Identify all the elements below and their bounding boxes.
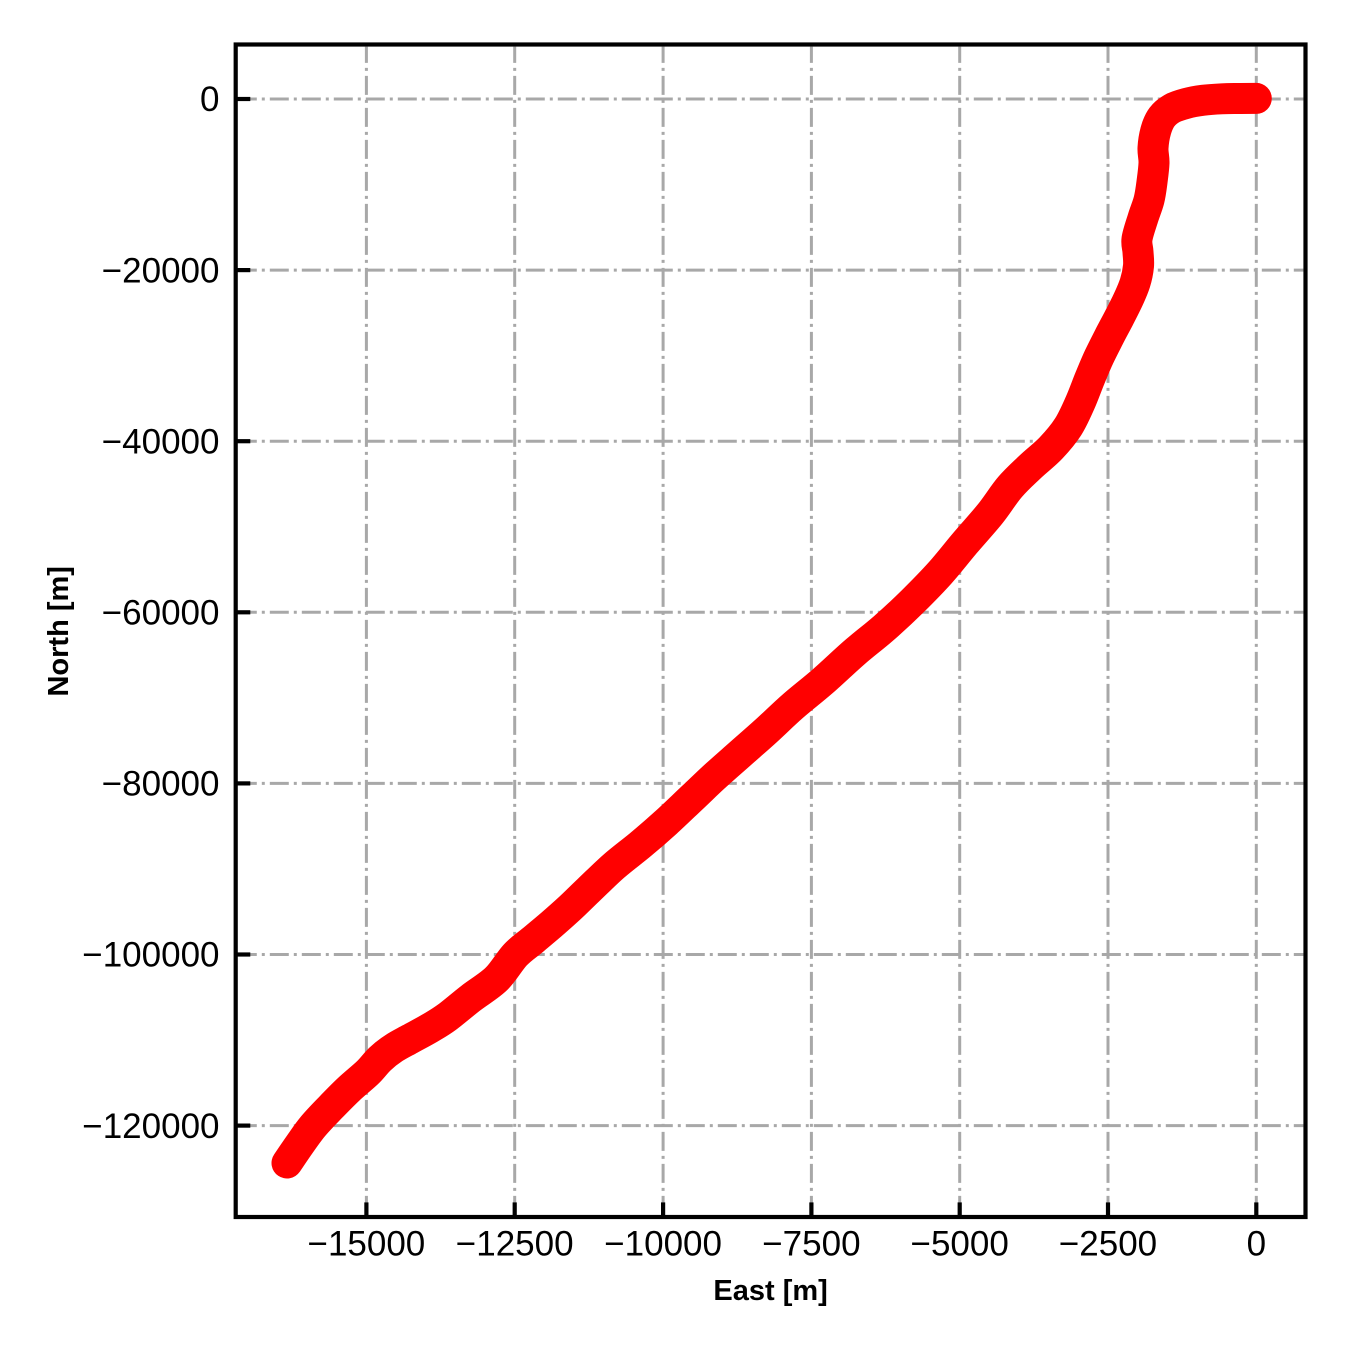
svg-text:−120000: −120000 xyxy=(82,1107,219,1146)
svg-text:North [m]: North [m] xyxy=(43,566,75,696)
svg-text:0: 0 xyxy=(1247,1225,1266,1264)
svg-text:−80000: −80000 xyxy=(102,765,220,804)
svg-text:−5000: −5000 xyxy=(911,1225,1009,1264)
svg-text:East [m]: East [m] xyxy=(713,1275,827,1307)
svg-text:−2500: −2500 xyxy=(1059,1225,1157,1264)
svg-text:−10000: −10000 xyxy=(604,1225,722,1264)
svg-text:−40000: −40000 xyxy=(102,422,220,461)
svg-text:−60000: −60000 xyxy=(102,594,220,633)
svg-text:0: 0 xyxy=(200,80,219,119)
svg-text:−100000: −100000 xyxy=(82,936,219,975)
svg-text:−15000: −15000 xyxy=(308,1225,426,1264)
svg-text:−20000: −20000 xyxy=(102,251,220,290)
svg-text:−12500: −12500 xyxy=(456,1225,574,1264)
svg-text:−7500: −7500 xyxy=(762,1225,860,1264)
